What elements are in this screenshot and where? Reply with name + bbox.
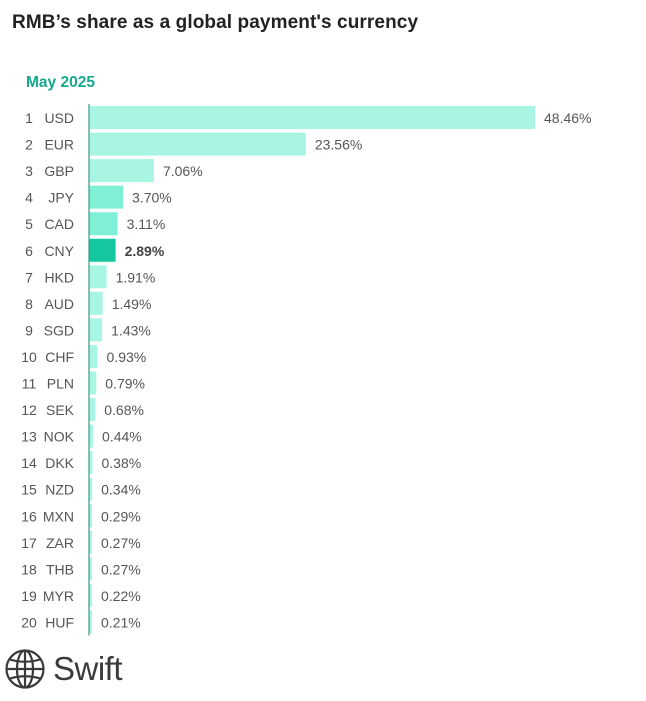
- value-label: 0.44%: [102, 429, 142, 445]
- bar-zar: [89, 530, 92, 554]
- rank-label: 13: [21, 429, 37, 445]
- bar-nok: [89, 424, 94, 448]
- value-label: 0.29%: [101, 508, 141, 524]
- rank-label: 5: [25, 216, 33, 232]
- rank-label: 17: [21, 535, 37, 551]
- value-label: 0.21%: [101, 614, 141, 630]
- rank-label: 2: [25, 137, 33, 153]
- bar-gbp: [89, 159, 154, 183]
- value-label: 0.34%: [101, 482, 141, 498]
- swift-logo: Swift: [4, 647, 123, 691]
- rank-label: 15: [21, 482, 37, 498]
- value-label: 0.79%: [105, 376, 145, 392]
- value-label: 1.49%: [112, 296, 152, 312]
- bar-usd: [89, 106, 535, 129]
- category-label: SGD: [44, 322, 74, 338]
- category-label: MYR: [43, 588, 74, 604]
- logo-text: Swift: [53, 650, 123, 687]
- category-label: MXN: [43, 508, 74, 524]
- category-label: DKK: [45, 455, 74, 471]
- value-label: 3.70%: [132, 190, 172, 206]
- value-label: 0.27%: [101, 535, 141, 551]
- category-label: THB: [46, 561, 74, 577]
- rank-label: 18: [21, 561, 37, 577]
- bar-mxn: [89, 504, 92, 528]
- bar-dkk: [89, 451, 93, 475]
- category-label: CAD: [44, 216, 74, 232]
- value-label: 3.11%: [127, 216, 166, 232]
- category-label: NOK: [44, 429, 75, 445]
- bar-thb: [89, 557, 92, 581]
- category-label: AUD: [44, 296, 74, 312]
- bar-sek: [89, 398, 96, 422]
- bar-myr: [89, 583, 92, 607]
- category-label: CHF: [45, 349, 74, 365]
- category-label: NZD: [45, 482, 74, 498]
- rank-label: 10: [21, 349, 37, 365]
- rank-label: 12: [21, 402, 37, 418]
- bar-sgd: [89, 318, 103, 342]
- value-label: 48.46%: [544, 110, 591, 126]
- bar-hkd: [89, 265, 107, 289]
- rank-label: 8: [25, 296, 33, 312]
- bar-jpy: [89, 185, 124, 209]
- value-label: 23.56%: [315, 137, 362, 153]
- value-label: 0.27%: [101, 561, 141, 577]
- chart-subtitle: May 2025: [26, 74, 95, 91]
- category-label: PLN: [47, 376, 74, 392]
- category-label: HKD: [44, 269, 74, 285]
- bar-cad: [89, 212, 118, 236]
- rank-label: 6: [25, 243, 33, 259]
- rank-label: 16: [21, 508, 37, 524]
- rank-label: 9: [25, 322, 33, 338]
- bar-nzd: [89, 477, 93, 501]
- value-label: 1.43%: [111, 322, 151, 338]
- category-label: HUF: [45, 614, 74, 630]
- bar-chf: [89, 344, 98, 368]
- bar-eur: [89, 132, 306, 156]
- value-label: 0.22%: [101, 588, 141, 604]
- rank-label: 19: [21, 588, 37, 604]
- chart-title: RMB’s share as a global payment's curren…: [12, 12, 419, 33]
- category-label: USD: [44, 110, 74, 126]
- category-label: CNY: [44, 243, 74, 259]
- value-label: 2.89%: [125, 243, 165, 259]
- bar-pln: [89, 371, 97, 395]
- bar-cny: [89, 238, 116, 262]
- rank-label: 1: [25, 110, 33, 126]
- value-label: 0.68%: [104, 402, 144, 418]
- value-label: 1.91%: [116, 269, 156, 285]
- bar-aud: [89, 291, 103, 315]
- value-label: 7.06%: [163, 163, 203, 179]
- rank-label: 11: [22, 376, 37, 392]
- bar-huf: [89, 610, 92, 634]
- rank-label: 20: [21, 614, 37, 630]
- rank-label: 14: [21, 455, 37, 471]
- category-label: JPY: [48, 190, 74, 206]
- rank-label: 7: [25, 269, 33, 285]
- rank-label: 4: [25, 190, 33, 206]
- category-label: ZAR: [46, 535, 74, 551]
- category-label: EUR: [44, 137, 74, 153]
- value-label: 0.93%: [107, 349, 147, 365]
- globe-icon: [5, 649, 45, 689]
- category-label: GBP: [44, 163, 74, 179]
- rank-label: 3: [25, 163, 33, 179]
- value-label: 0.38%: [101, 455, 141, 471]
- category-label: SEK: [46, 402, 75, 418]
